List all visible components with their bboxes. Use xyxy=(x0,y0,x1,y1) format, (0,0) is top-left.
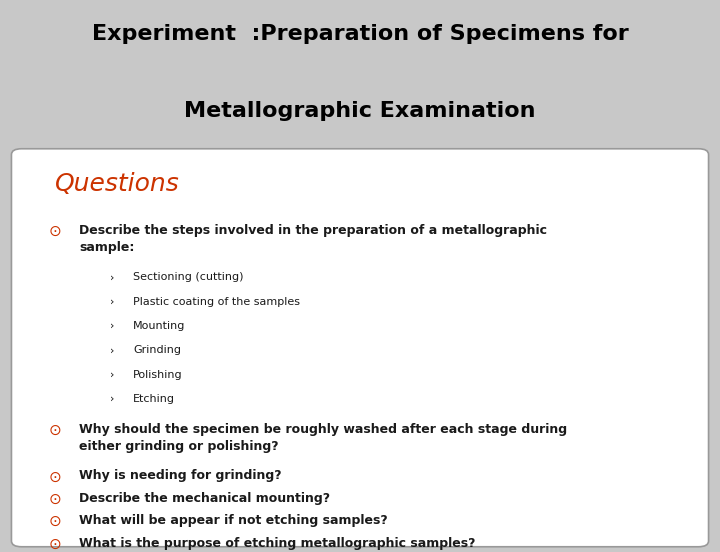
Text: Polishing: Polishing xyxy=(133,370,183,380)
Text: Why should the specimen be roughly washed after each stage during
either grindin: Why should the specimen be roughly washe… xyxy=(79,423,567,453)
Text: ⊙: ⊙ xyxy=(49,514,61,529)
Text: ›: › xyxy=(109,346,114,355)
Text: What is the purpose of etching metallographic samples?: What is the purpose of etching metallogr… xyxy=(79,537,476,550)
Text: Questions: Questions xyxy=(55,172,180,196)
FancyBboxPatch shape xyxy=(12,148,708,546)
Text: Plastic coating of the samples: Plastic coating of the samples xyxy=(133,297,300,307)
Text: Describe the mechanical mounting?: Describe the mechanical mounting? xyxy=(79,492,330,505)
Text: Sectioning (cutting): Sectioning (cutting) xyxy=(133,273,244,283)
Text: Metallographic Examination: Metallographic Examination xyxy=(184,101,536,121)
Text: Why is needing for grinding?: Why is needing for grinding? xyxy=(79,469,282,482)
Text: Etching: Etching xyxy=(133,394,175,404)
Text: Grinding: Grinding xyxy=(133,346,181,355)
Text: Mounting: Mounting xyxy=(133,321,186,331)
Text: ›: › xyxy=(109,321,114,331)
Text: ›: › xyxy=(109,394,114,404)
Text: ⊙: ⊙ xyxy=(49,423,61,438)
Text: ⊙: ⊙ xyxy=(49,537,61,551)
Text: Describe the steps involved in the preparation of a metallographic
sample:: Describe the steps involved in the prepa… xyxy=(79,224,547,254)
Text: ⊙: ⊙ xyxy=(49,469,61,485)
Text: ⊙: ⊙ xyxy=(49,492,61,507)
Text: ›: › xyxy=(109,273,114,283)
Text: ›: › xyxy=(109,370,114,380)
Text: ›: › xyxy=(109,297,114,307)
Text: Experiment  :Preparation of Specimens for: Experiment :Preparation of Specimens for xyxy=(91,24,629,44)
Text: What will be appear if not etching samples?: What will be appear if not etching sampl… xyxy=(79,514,388,527)
Text: ⊙: ⊙ xyxy=(49,224,61,239)
